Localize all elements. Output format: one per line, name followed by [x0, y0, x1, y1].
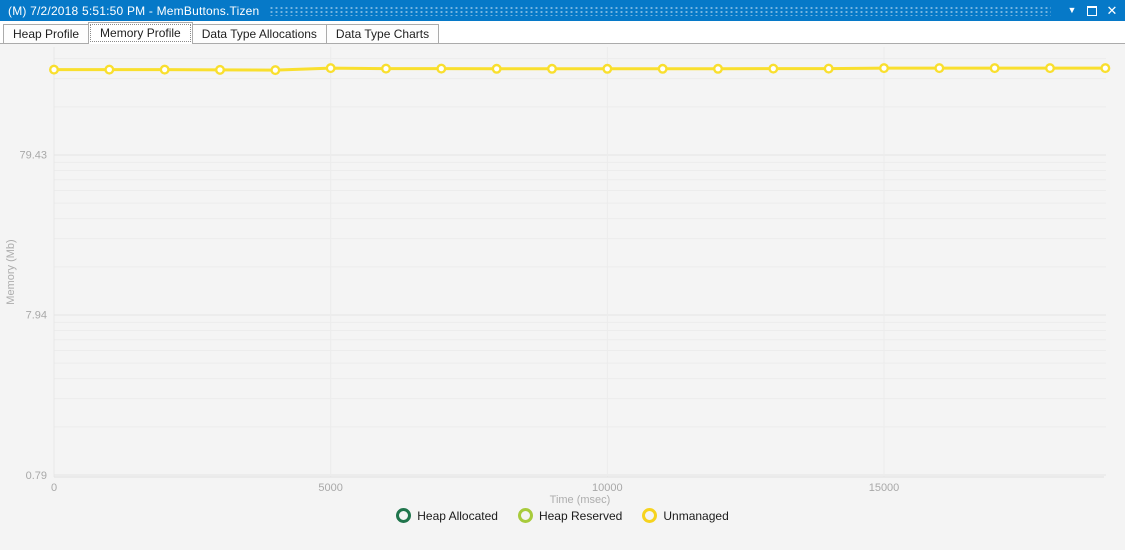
window-menu-button[interactable]: ▼: [1063, 2, 1081, 19]
legend-series-ring-icon: [517, 508, 533, 523]
legend-item-heap-reserved[interactable]: Heap Reserved: [517, 508, 623, 523]
float-window-icon: [1087, 5, 1097, 16]
tab-strip: Heap Profile Memory Profile Data Type Al…: [0, 21, 1125, 44]
window-titlebar[interactable]: (M) 7/2/2018 5:51:50 PM - MemButtons.Tiz…: [0, 0, 1125, 21]
svg-text:0.79: 0.79: [26, 470, 47, 482]
svg-text:7.94: 7.94: [26, 310, 47, 322]
legend-item-unmanaged[interactable]: Unmanaged: [642, 508, 729, 523]
svg-text:79.43: 79.43: [19, 150, 47, 162]
close-button[interactable]: ✕: [1103, 2, 1121, 19]
memory-chart-canvas: 0.79 7.94 79.43 0 5000 10000 15000 Memory (Mb) T…: [5, 47, 1111, 506]
svg-text:Memory (Mb): Memory (Mb): [5, 239, 17, 304]
svg-text:0: 0: [51, 482, 57, 494]
tab-data-type-allocations[interactable]: Data Type Allocations: [191, 24, 327, 43]
svg-text:15000: 15000: [869, 482, 900, 494]
svg-text:5000: 5000: [318, 482, 342, 494]
chart-legend: Heap Allocated Heap Reserved Unmanaged: [0, 508, 1125, 523]
memory-profile-chart-panel: 0.79 7.94 79.43 0 5000 10000 15000 Memory (Mb) T…: [0, 44, 1125, 550]
legend-series-label: Heap Reserved: [538, 508, 623, 523]
legend-series-label: Unmanaged: [663, 508, 729, 523]
close-icon: ✕: [1106, 3, 1118, 18]
chevron-down-icon: ▼: [1067, 5, 1077, 15]
window-title: (M) 7/2/2018 5:51:50 PM - MemButtons.Tiz…: [8, 3, 260, 18]
legend-item-heap-allocated[interactable]: Heap Allocated: [396, 508, 498, 523]
legend-series-ring-icon: [642, 508, 658, 523]
float-window-button[interactable]: [1083, 2, 1101, 19]
legend-series-ring-icon: [396, 508, 412, 523]
legend-series-label: Heap Allocated: [417, 508, 498, 523]
tab-data-type-charts[interactable]: Data Type Charts: [325, 24, 440, 43]
titlebar-grip-dots[interactable]: [269, 5, 1051, 16]
svg-text:Time (msec): Time (msec): [550, 494, 611, 506]
svg-text:10000: 10000: [592, 482, 623, 494]
tab-memory-profile[interactable]: Memory Profile: [88, 22, 193, 44]
tab-heap-profile[interactable]: Heap Profile: [3, 24, 90, 43]
